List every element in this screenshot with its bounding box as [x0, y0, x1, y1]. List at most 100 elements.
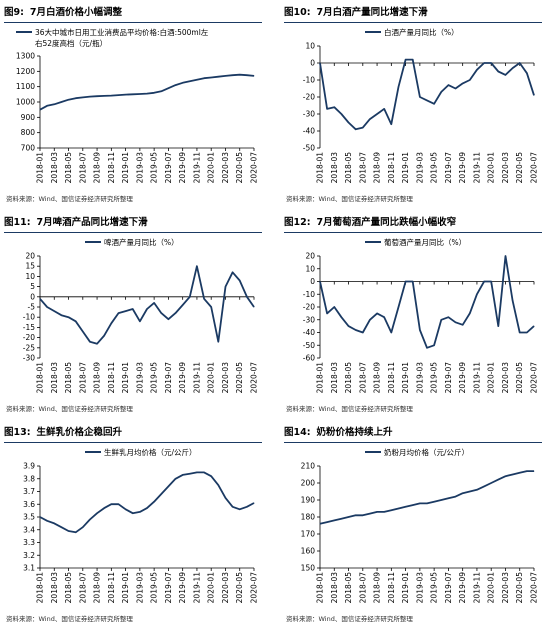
- x-tick-label: 2020-07: [250, 572, 259, 604]
- y-tick-label: 150: [301, 564, 316, 573]
- x-tick-label: 2019-03: [135, 152, 144, 184]
- x-tick-label: 2018-05: [344, 152, 353, 184]
- data-point: [341, 518, 342, 520]
- x-tick-label: 2018-03: [330, 362, 339, 394]
- x-tick-label: 2018-01: [36, 362, 45, 394]
- data-point: [139, 93, 141, 95]
- y-tick-label: -10: [303, 76, 315, 85]
- data-point: [139, 511, 141, 513]
- y-tick-label: -30: [303, 315, 315, 324]
- data-point: [39, 298, 41, 300]
- x-tick-label: 2018-03: [330, 152, 339, 184]
- data-point: [160, 312, 162, 314]
- figure-title: 7月葡萄酒产量同比跌幅小幅收窄: [316, 217, 457, 228]
- data-point: [526, 470, 528, 472]
- figure-title: 7月白酒价格小幅调整: [29, 7, 123, 18]
- data-point: [168, 318, 169, 320]
- data-point: [369, 118, 371, 120]
- x-tick-label: 2020-07: [250, 362, 259, 394]
- data-point: [103, 95, 105, 97]
- data-point: [125, 508, 126, 510]
- data-point: [103, 507, 105, 509]
- data-point: [433, 103, 435, 105]
- x-tick-label: 2020-01: [487, 572, 496, 604]
- y-tick-label: 5: [30, 282, 35, 291]
- x-tick-label: 2018-11: [107, 152, 116, 184]
- y-tick-label: 3.1: [23, 564, 35, 573]
- x-tick-label: 2020-03: [501, 572, 510, 604]
- data-point: [217, 484, 219, 486]
- x-tick-label: 2018-03: [50, 572, 59, 604]
- data-point: [210, 475, 212, 477]
- y-tick-label: 1200: [16, 67, 35, 76]
- x-tick-label: 2020-01: [207, 152, 216, 184]
- data-point: [341, 316, 342, 318]
- data-point: [490, 62, 492, 64]
- x-tick-label: 2019-01: [121, 572, 130, 604]
- data-point: [239, 280, 241, 281]
- y-tick-label: -40: [303, 127, 315, 136]
- x-tick-label: 2020-01: [487, 362, 496, 394]
- chart-panel: 图10: 7月白酒产量同比增速下滑 白酒产量月同比（%） 10 0 -10 -20 -30 -4…: [282, 2, 544, 205]
- data-point: [426, 503, 428, 504]
- x-tick-label: 2020-03: [501, 362, 510, 394]
- x-tick-label: 2018-01: [36, 152, 45, 184]
- x-tick-label: 2018-01: [316, 572, 325, 604]
- data-point: [369, 319, 371, 321]
- x-tick-label: 2018-07: [358, 152, 367, 184]
- data-point: [225, 286, 226, 287]
- x-tick-label: 2018-09: [373, 362, 382, 394]
- data-point: [390, 332, 392, 333]
- figure-title: 奶粉价格持续上升: [316, 427, 393, 438]
- y-tick-label: 900: [21, 113, 36, 122]
- data-point: [232, 271, 234, 273]
- x-tick-label: 2020-05: [235, 152, 244, 184]
- figure-number: 图11:: [4, 217, 31, 228]
- x-tick-label: 2019-05: [430, 152, 439, 184]
- x-tick-label: 2018-01: [316, 152, 325, 184]
- series-line: [39, 265, 255, 345]
- data-point: [89, 341, 91, 343]
- x-tick-label: 2020-07: [530, 572, 539, 604]
- data-point: [348, 122, 349, 123]
- y-tick-label: 800: [21, 128, 36, 137]
- data-point: [153, 92, 155, 94]
- data-point: [490, 281, 492, 282]
- data-point: [383, 316, 385, 318]
- data-point: [362, 332, 364, 333]
- data-point: [497, 325, 499, 327]
- data-point: [412, 504, 414, 506]
- x-tick-label: 2018-09: [373, 572, 382, 604]
- x-tick-label: 2020-05: [515, 572, 524, 604]
- data-point: [253, 502, 255, 504]
- legend-label: 36大中城市日用工业消费品平均价格:白酒:500ml左: [35, 27, 209, 37]
- data-point: [168, 486, 169, 487]
- x-tick-label: 2018-09: [93, 152, 102, 184]
- y-tick-label: 0: [310, 59, 315, 68]
- data-point: [433, 344, 435, 346]
- data-point: [341, 113, 342, 115]
- data-point: [160, 493, 162, 495]
- data-point: [519, 332, 521, 333]
- y-tick-label: 190: [301, 496, 316, 505]
- x-tick-label: 2018-05: [344, 362, 353, 394]
- data-point: [519, 472, 521, 474]
- data-point: [96, 343, 98, 345]
- data-point: [476, 69, 478, 71]
- data-point: [505, 475, 506, 477]
- chart-title: 图14: 奶粉价格持续上升: [284, 424, 542, 443]
- data-point: [196, 79, 198, 81]
- data-point: [118, 503, 119, 505]
- data-point: [433, 501, 435, 503]
- y-tick-label: 0: [30, 292, 35, 301]
- data-point: [469, 491, 471, 492]
- x-tick-label: 2019-05: [430, 572, 439, 604]
- y-tick-label: 10: [305, 42, 315, 51]
- data-point: [189, 80, 191, 82]
- data-point: [448, 497, 449, 499]
- x-tick-label: 2020-05: [515, 362, 524, 394]
- data-point: [376, 113, 378, 115]
- data-point: [519, 62, 521, 64]
